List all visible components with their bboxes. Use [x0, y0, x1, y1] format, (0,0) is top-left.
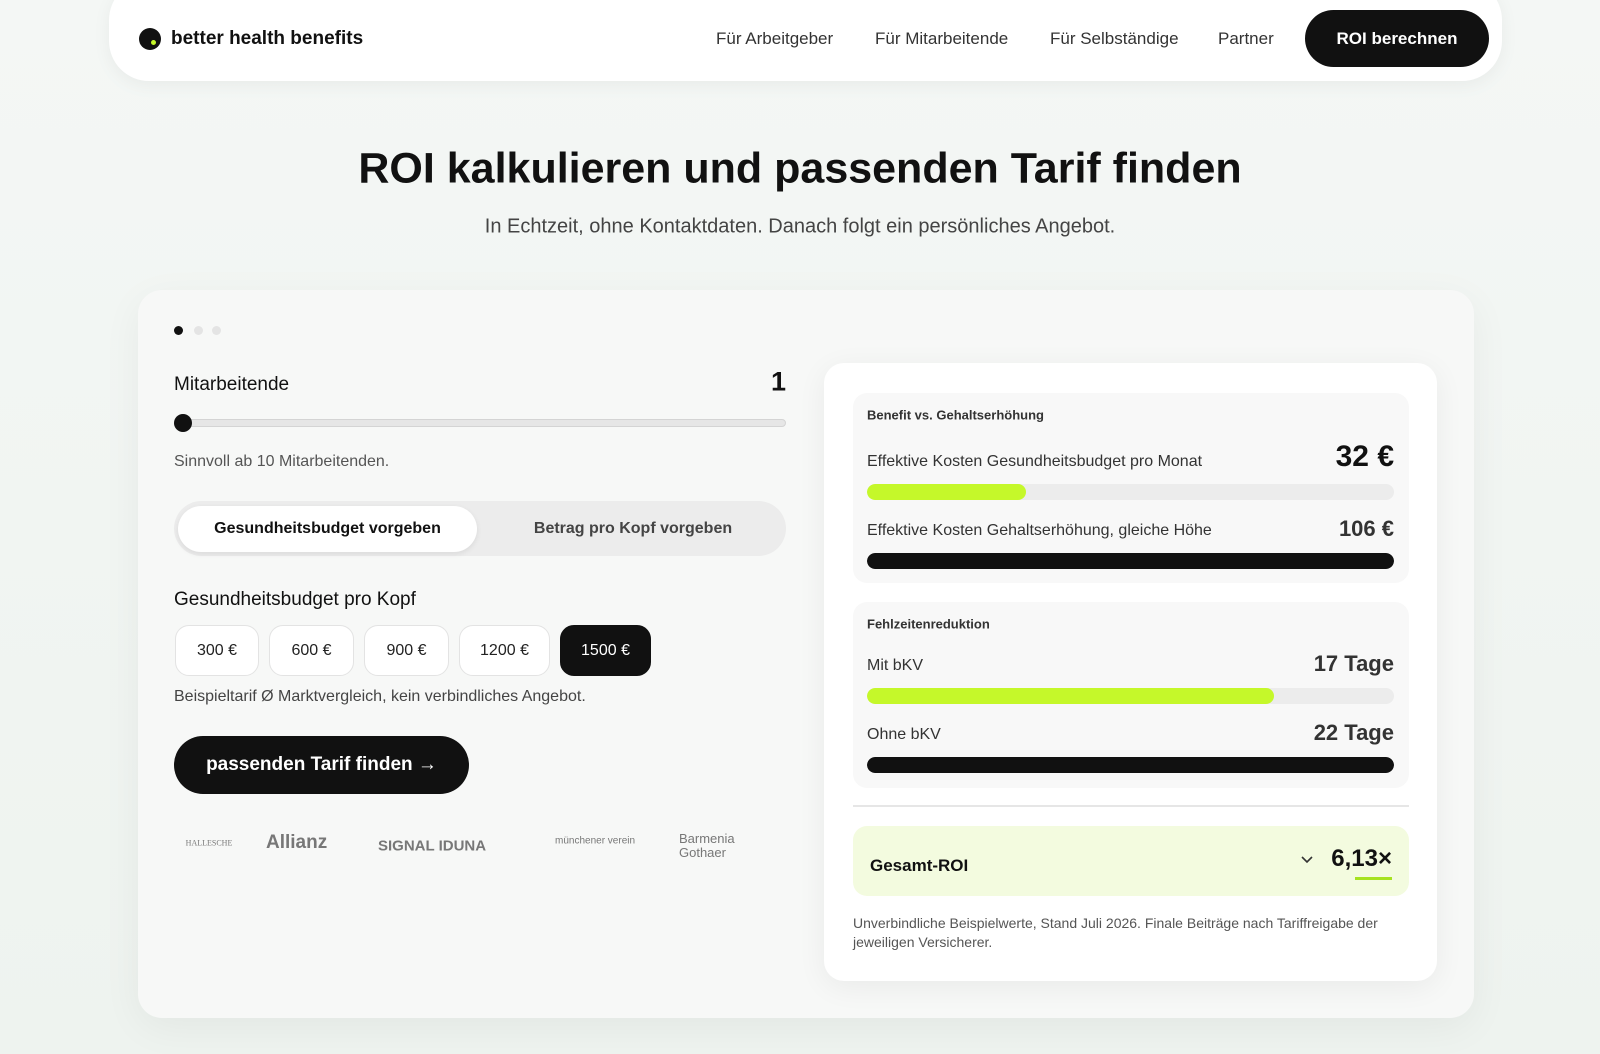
bar-track	[867, 553, 1394, 569]
hero-subtitle: In Echtzeit, ohne Kontaktdaten. Danach f…	[484, 215, 1116, 238]
step-dot[interactable]	[194, 326, 203, 335]
nav-bar	[109, 0, 1502, 81]
employees-value: 1	[770, 366, 786, 397]
nav-link[interactable]: Für Selbständige	[1050, 29, 1179, 48]
row-label: Effektive Kosten Gehaltserhöhung, gleich…	[867, 522, 1212, 539]
bar-track	[867, 484, 1394, 500]
nav-link[interactable]: Partner	[1218, 29, 1274, 48]
row-label: Effektive Kosten Gesundheitsbudget pro M…	[867, 453, 1203, 470]
bar-track	[867, 688, 1394, 704]
budget-option-selected[interactable]: 1500 €	[560, 625, 651, 676]
bar	[867, 688, 1275, 704]
roi-box[interactable]	[853, 826, 1409, 896]
divider	[853, 805, 1409, 807]
insurer-logo: HALLESCHE	[185, 838, 233, 848]
row-label: Ohne bKV	[867, 726, 941, 743]
footnote: Unverbindliche Beispielwerte, Stand Juli…	[853, 915, 1378, 950]
step-dot[interactable]	[174, 326, 183, 335]
insurer-logo: SIGNAL IDUNA	[378, 837, 487, 855]
row-value: 22 Tage	[1313, 720, 1394, 745]
row-label: Mit bKV	[867, 657, 924, 674]
mode-option[interactable]: Betrag pro Kopf vorgeben	[533, 520, 733, 537]
bar	[867, 484, 1027, 500]
employees-hint: Sinnvoll ab 10 Mitarbeitenden.	[174, 453, 390, 470]
brand-name[interactable]: better health benefits	[171, 28, 364, 49]
row-value: 32 €	[1335, 440, 1394, 473]
bar-track	[867, 757, 1394, 773]
submit-button[interactable]: passenden Tarif finden →	[174, 736, 469, 794]
nav-link[interactable]: Für Arbeitgeber	[716, 29, 834, 48]
bar	[867, 553, 1394, 569]
row-value: 106 €	[1338, 516, 1394, 541]
budget-option[interactable]: 900 €	[364, 625, 449, 676]
budget-option[interactable]: 300 €	[175, 625, 259, 676]
roi-label: Gesamt-ROI	[870, 856, 969, 875]
step-dot[interactable]	[212, 326, 221, 335]
budget-option[interactable]: 600 €	[269, 625, 354, 676]
insurer-logo: Allianz	[266, 832, 328, 853]
mode-option-active[interactable]: Gesundheitsbudget vorgeben	[178, 506, 477, 552]
insurer-logo: Barmenia Gothaer	[679, 831, 735, 860]
budget-label: Gesundheitsbudget pro Kopf	[174, 589, 416, 610]
roi-value: 6,13×	[1331, 845, 1392, 872]
roi-underline	[1355, 877, 1392, 880]
bar	[867, 757, 1394, 773]
budget-option[interactable]: 1200 €	[459, 625, 550, 676]
slider-track[interactable]	[174, 419, 786, 427]
insurer-logo: münchener verein	[555, 835, 636, 847]
section-title: Fehlzeitenreduktion	[867, 616, 990, 632]
chevron-icon[interactable]	[1301, 856, 1313, 864]
nav-link[interactable]: Für Mitarbeitende	[875, 29, 1009, 48]
hero-title: ROI kalkulieren und passenden Tarif find…	[358, 144, 1242, 193]
budget-note: Beispieltarif Ø Marktvergleich, kein ver…	[174, 688, 586, 705]
brand-logo[interactable]	[139, 28, 161, 50]
brand-dot	[151, 40, 156, 45]
cta-button[interactable]: ROI berechnen	[1305, 10, 1489, 67]
employees-label: Mitarbeitende	[174, 374, 290, 395]
row-value: 17 Tage	[1313, 651, 1394, 676]
slider-knob[interactable]	[174, 414, 192, 432]
section-title: Benefit vs. Gehaltserhöhung	[867, 407, 1044, 423]
